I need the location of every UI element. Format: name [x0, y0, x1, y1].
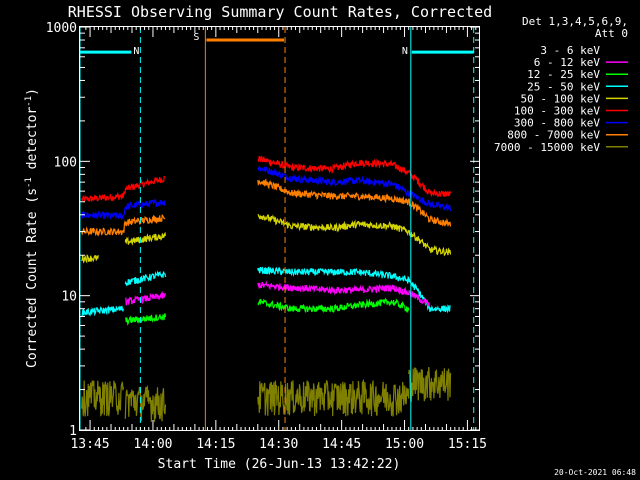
- legend-label: 300 - 800 keV: [514, 117, 600, 130]
- series-trace: [257, 280, 430, 307]
- series-trace: [257, 165, 452, 211]
- series-trace: [124, 270, 167, 286]
- series-trace: [257, 213, 452, 257]
- series-trace: [81, 198, 166, 220]
- series-trace: [81, 380, 124, 418]
- series-trace: [124, 313, 167, 326]
- legend-header-line2: Att 0: [595, 27, 628, 40]
- legend-label: 25 - 50 keV: [527, 80, 600, 93]
- series-50-100-kev: [81, 213, 452, 264]
- legend-label: 7000 - 15000 keV: [494, 141, 600, 154]
- annotation-label: S: [193, 32, 199, 43]
- legend-label: 100 - 300 keV: [514, 105, 600, 118]
- legend-label: 3 - 6 keV: [540, 44, 600, 57]
- y-tick-label: 1: [69, 424, 77, 439]
- y-tick-label: 100: [54, 155, 77, 170]
- y-tick-label: 10: [61, 290, 77, 305]
- x-tick-label: 14:45: [322, 437, 361, 452]
- plot-area: N N S: [79, 27, 475, 430]
- series-trace: [408, 366, 452, 403]
- annotation-night-1: N: [402, 27, 475, 430]
- x-tick-label: 15:15: [448, 437, 487, 452]
- annotation-label: N: [402, 46, 408, 57]
- legend-label: 50 - 100 keV: [521, 92, 601, 105]
- series-trace: [81, 254, 99, 264]
- series-trace: [131, 334, 166, 372]
- x-axis-label: Start Time (26-Jun-13 13:42:22): [158, 457, 401, 472]
- series-trace: [257, 327, 410, 370]
- series-trace: [81, 214, 166, 237]
- x-tick-label: 15:00: [385, 437, 424, 452]
- x-tick-label: 13:45: [70, 437, 109, 452]
- x-tick-label: 14:30: [259, 437, 298, 452]
- series-6-12-kev: [124, 280, 430, 307]
- series-trace: [81, 305, 124, 317]
- footer-timestamp: 20-Oct-2021 06:48: [554, 468, 636, 477]
- series-trace: [257, 266, 451, 314]
- series-3-6-kev: [131, 327, 410, 372]
- series-100-300-kev: [81, 155, 452, 202]
- series-trace: [257, 378, 410, 417]
- y-tick-label: 1000: [46, 21, 77, 36]
- series-trace: [124, 231, 167, 246]
- series-300-800-kev: [81, 165, 452, 220]
- legend-label: 800 - 7000 keV: [507, 129, 600, 142]
- annotation-label: N: [133, 46, 139, 57]
- series-7000-15000-kev: [81, 366, 452, 422]
- annotation-saa-2: S: [193, 27, 286, 430]
- legend-label: 6 - 12 keV: [534, 56, 601, 69]
- series-25-50-kev: [81, 266, 451, 317]
- plot-frame: [79, 26, 480, 431]
- series-trace: [81, 175, 166, 202]
- series-800-7000-kev: [81, 178, 452, 237]
- x-tick-label: 14:00: [133, 437, 172, 452]
- y-axis-label: Corrected Count Rate (s-1 detector-1): [24, 88, 40, 368]
- y-axis: 1 10 100 1000: [46, 21, 480, 439]
- series-trace: [124, 290, 167, 306]
- legend-header-line1: Det 1,3,4,5,6,9,: [522, 15, 628, 28]
- x-axis: 13:45 14:00 14:15 14:30 14:45 15:00 15:15: [70, 27, 487, 452]
- chart-title: RHESSI Observing Summary Count Rates, Co…: [68, 3, 492, 21]
- series-trace: [257, 178, 452, 227]
- series-trace: [257, 155, 452, 198]
- series-trace: [124, 384, 167, 422]
- x-tick-label: 14:15: [196, 437, 235, 452]
- legend-label: 12 - 25 keV: [527, 68, 600, 81]
- series-trace: [257, 297, 410, 314]
- series-12-25-kev: [124, 297, 410, 326]
